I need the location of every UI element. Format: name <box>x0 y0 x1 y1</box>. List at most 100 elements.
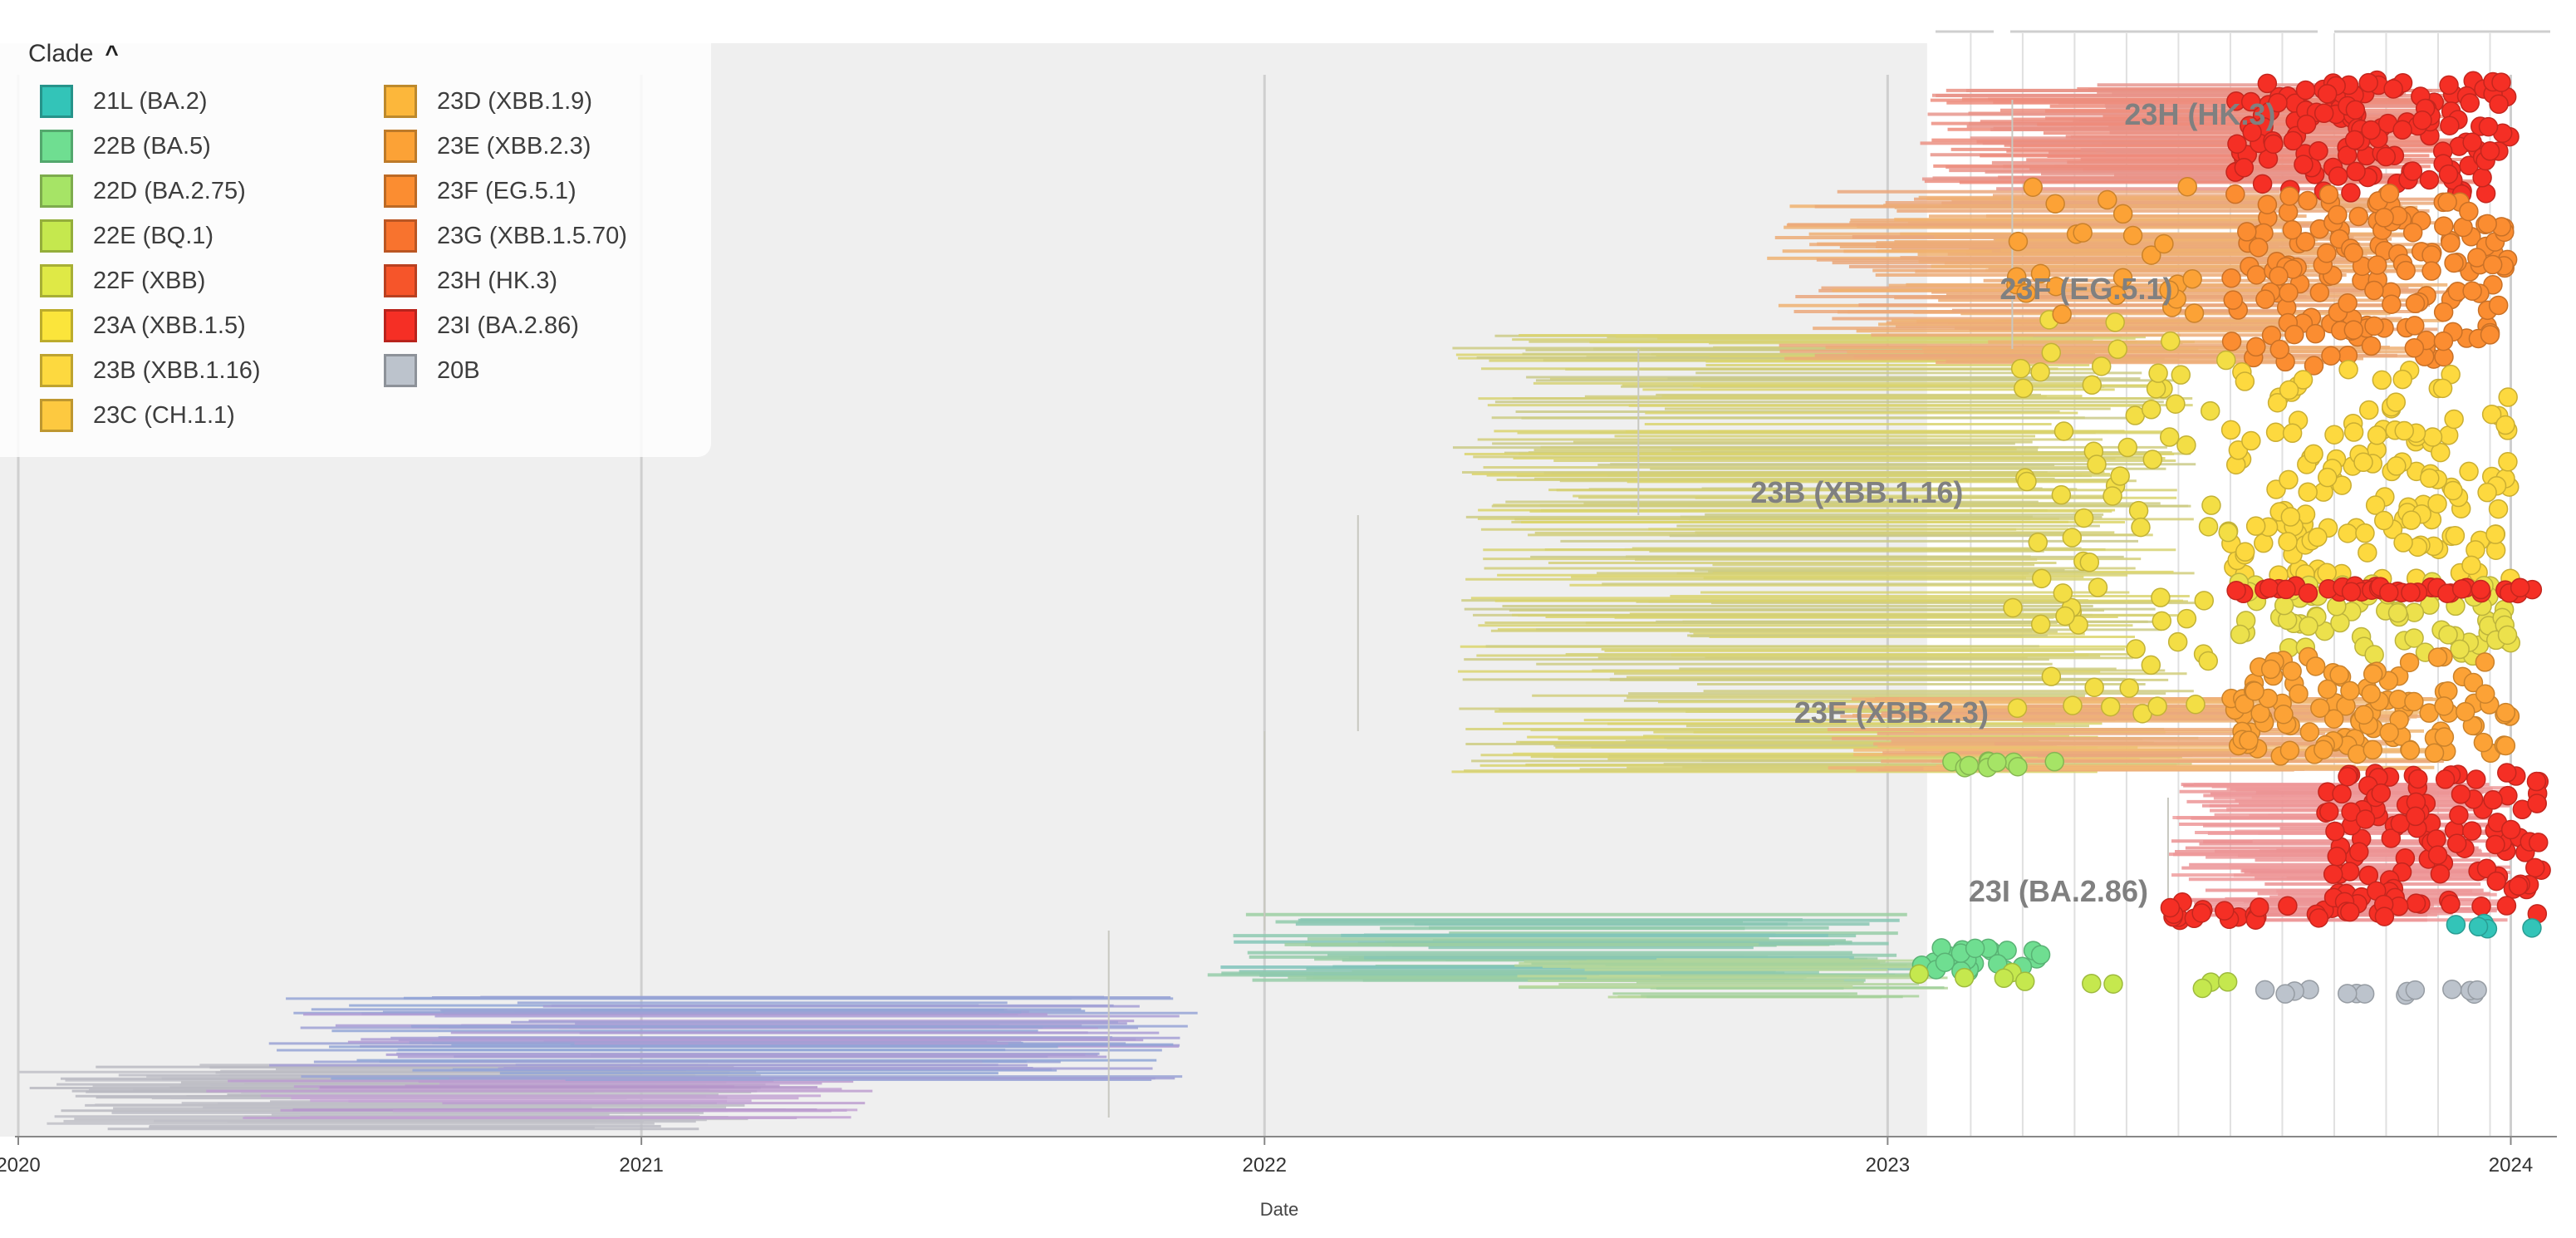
tip-xbb-early <box>2151 587 2171 607</box>
tip-23H <box>2478 116 2499 137</box>
tip-20B <box>2442 979 2462 1000</box>
tip-23I-early <box>2250 897 2269 917</box>
tip-xbb-early <box>2053 583 2073 603</box>
legend-item[interactable]: 22D (BA.2.75) <box>40 169 261 214</box>
tip-23I-stripe <box>2298 583 2318 603</box>
tip-23I <box>2355 809 2376 829</box>
tip-23H <box>2489 94 2509 115</box>
tip-23I <box>2483 790 2503 810</box>
tip-23E <box>2475 684 2495 704</box>
tip-xbb-early <box>2014 378 2034 399</box>
tip-xbb-early <box>2041 666 2062 686</box>
legend-label: 23E (XBB.2.3) <box>437 132 591 160</box>
tip-23I <box>2338 766 2358 787</box>
tip-xbb-early <box>2107 339 2128 360</box>
legend-item[interactable]: 22B (BA.5) <box>40 124 261 169</box>
tip-23I <box>2500 819 2521 840</box>
tip-23F-early <box>2045 194 2065 214</box>
tip-23H <box>2392 120 2412 140</box>
tip-xbb-early <box>2003 597 2023 618</box>
tip-21L <box>2468 916 2489 937</box>
tip-23I <box>2446 833 2467 853</box>
tip-23F-early <box>2046 277 2066 297</box>
legend-item[interactable]: 23C (CH.1.1) <box>40 393 261 438</box>
tip-xbb-early <box>2103 486 2122 506</box>
tip-23F <box>2421 261 2441 281</box>
legend-label: 23D (XBB.1.9) <box>437 87 592 115</box>
tip-23F-early <box>2016 283 2036 303</box>
collapse-chevron-icon[interactable]: ^ <box>105 41 119 66</box>
legend-label: 21L (BA.2) <box>93 87 208 115</box>
tip-23H <box>2257 73 2278 94</box>
tip-23E <box>2361 684 2381 704</box>
legend-item[interactable]: 23F (EG.5.1) <box>384 169 627 214</box>
legend-column-2: 23D (XBB.1.9) 23E (XBB.2.3) 23F (EG.5.1) 23… <box>384 79 627 393</box>
tip-23F-early <box>2154 233 2174 254</box>
tip-23H <box>2472 168 2492 188</box>
tip-xbb-early <box>2161 331 2181 351</box>
tip-23F-early <box>2098 189 2117 210</box>
tip-23B <box>2355 523 2375 543</box>
tip-23A <box>2438 625 2458 645</box>
tip-xbb-early <box>2152 611 2172 631</box>
tip-xbb-early <box>2194 591 2215 611</box>
legend-item[interactable]: 23E (XBB.2.3) <box>384 124 627 169</box>
tip-23H <box>2268 92 2288 113</box>
tip-23B <box>2265 422 2286 443</box>
tip-23B <box>2317 563 2337 583</box>
legend-header[interactable]: Clade ^ <box>28 40 119 68</box>
legend-item[interactable]: 23B (XBB.1.16) <box>40 348 261 393</box>
legend-swatch <box>40 309 73 342</box>
legend-item[interactable]: 23G (XBB.1.5.70) <box>384 214 627 258</box>
tip-23B <box>2431 442 2451 463</box>
legend-item[interactable]: 20B <box>384 348 627 393</box>
legend-item[interactable]: 22F (XBB) <box>40 258 261 303</box>
tip-23F <box>2462 281 2482 301</box>
legend-item[interactable]: 22E (BQ.1) <box>40 214 261 258</box>
legend-label: 22D (BA.2.75) <box>93 177 246 204</box>
tip-23B <box>2293 370 2313 390</box>
tip-23E <box>2245 681 2264 701</box>
tip-23B <box>2495 415 2515 435</box>
x-axis-ticks: 2020 2021 2022 2023 2024 <box>0 1137 2533 1177</box>
tip-23H <box>2462 132 2482 152</box>
tip-23B <box>2419 468 2440 489</box>
tip-23F <box>2364 280 2384 301</box>
tip-23H <box>2361 120 2381 140</box>
legend-label: 22F (XBB) <box>93 267 206 294</box>
tip-23A <box>2387 602 2408 623</box>
tip-xbb-early <box>2087 454 2107 474</box>
tip-23B <box>2267 392 2288 413</box>
tip-23I <box>2406 806 2426 827</box>
legend-swatch <box>40 399 73 432</box>
x-tick-label: 2023 <box>1866 1154 1910 1177</box>
tip-23F <box>2328 204 2348 225</box>
legend-swatch <box>384 130 417 163</box>
legend-swatch <box>384 219 417 253</box>
tip-23F <box>2237 222 2257 242</box>
tip-23E <box>2289 684 2309 704</box>
tip-xbb-early <box>2142 400 2161 420</box>
tip-23I <box>2435 769 2456 789</box>
legend-item[interactable]: 23H (HK.3) <box>384 258 627 303</box>
legend-item[interactable]: 23D (XBB.1.9) <box>384 79 627 124</box>
legend-swatch <box>384 85 417 118</box>
tip-23B <box>2498 452 2518 472</box>
tip-23F <box>2257 194 2278 214</box>
tip-23B <box>2432 378 2453 399</box>
tip-21L <box>2522 918 2542 938</box>
legend-item[interactable]: 23I (BA.2.86) <box>384 303 627 348</box>
tip-xbb-early <box>2218 522 2238 543</box>
tip-23B <box>2386 392 2407 412</box>
legend-label: 20B <box>437 356 480 384</box>
legend-label: 23I (BA.2.86) <box>437 312 579 339</box>
tip-xbb-early <box>2117 437 2138 458</box>
tip-23F-early <box>2106 285 2127 306</box>
legend-item[interactable]: 21L (BA.2) <box>40 79 261 124</box>
tip-22E <box>2217 972 2238 992</box>
legend-item[interactable]: 23A (XBB.1.5) <box>40 303 261 348</box>
tip-23B <box>2374 510 2394 531</box>
tip-23I-early <box>2191 903 2211 923</box>
tip-23I <box>2349 842 2369 862</box>
